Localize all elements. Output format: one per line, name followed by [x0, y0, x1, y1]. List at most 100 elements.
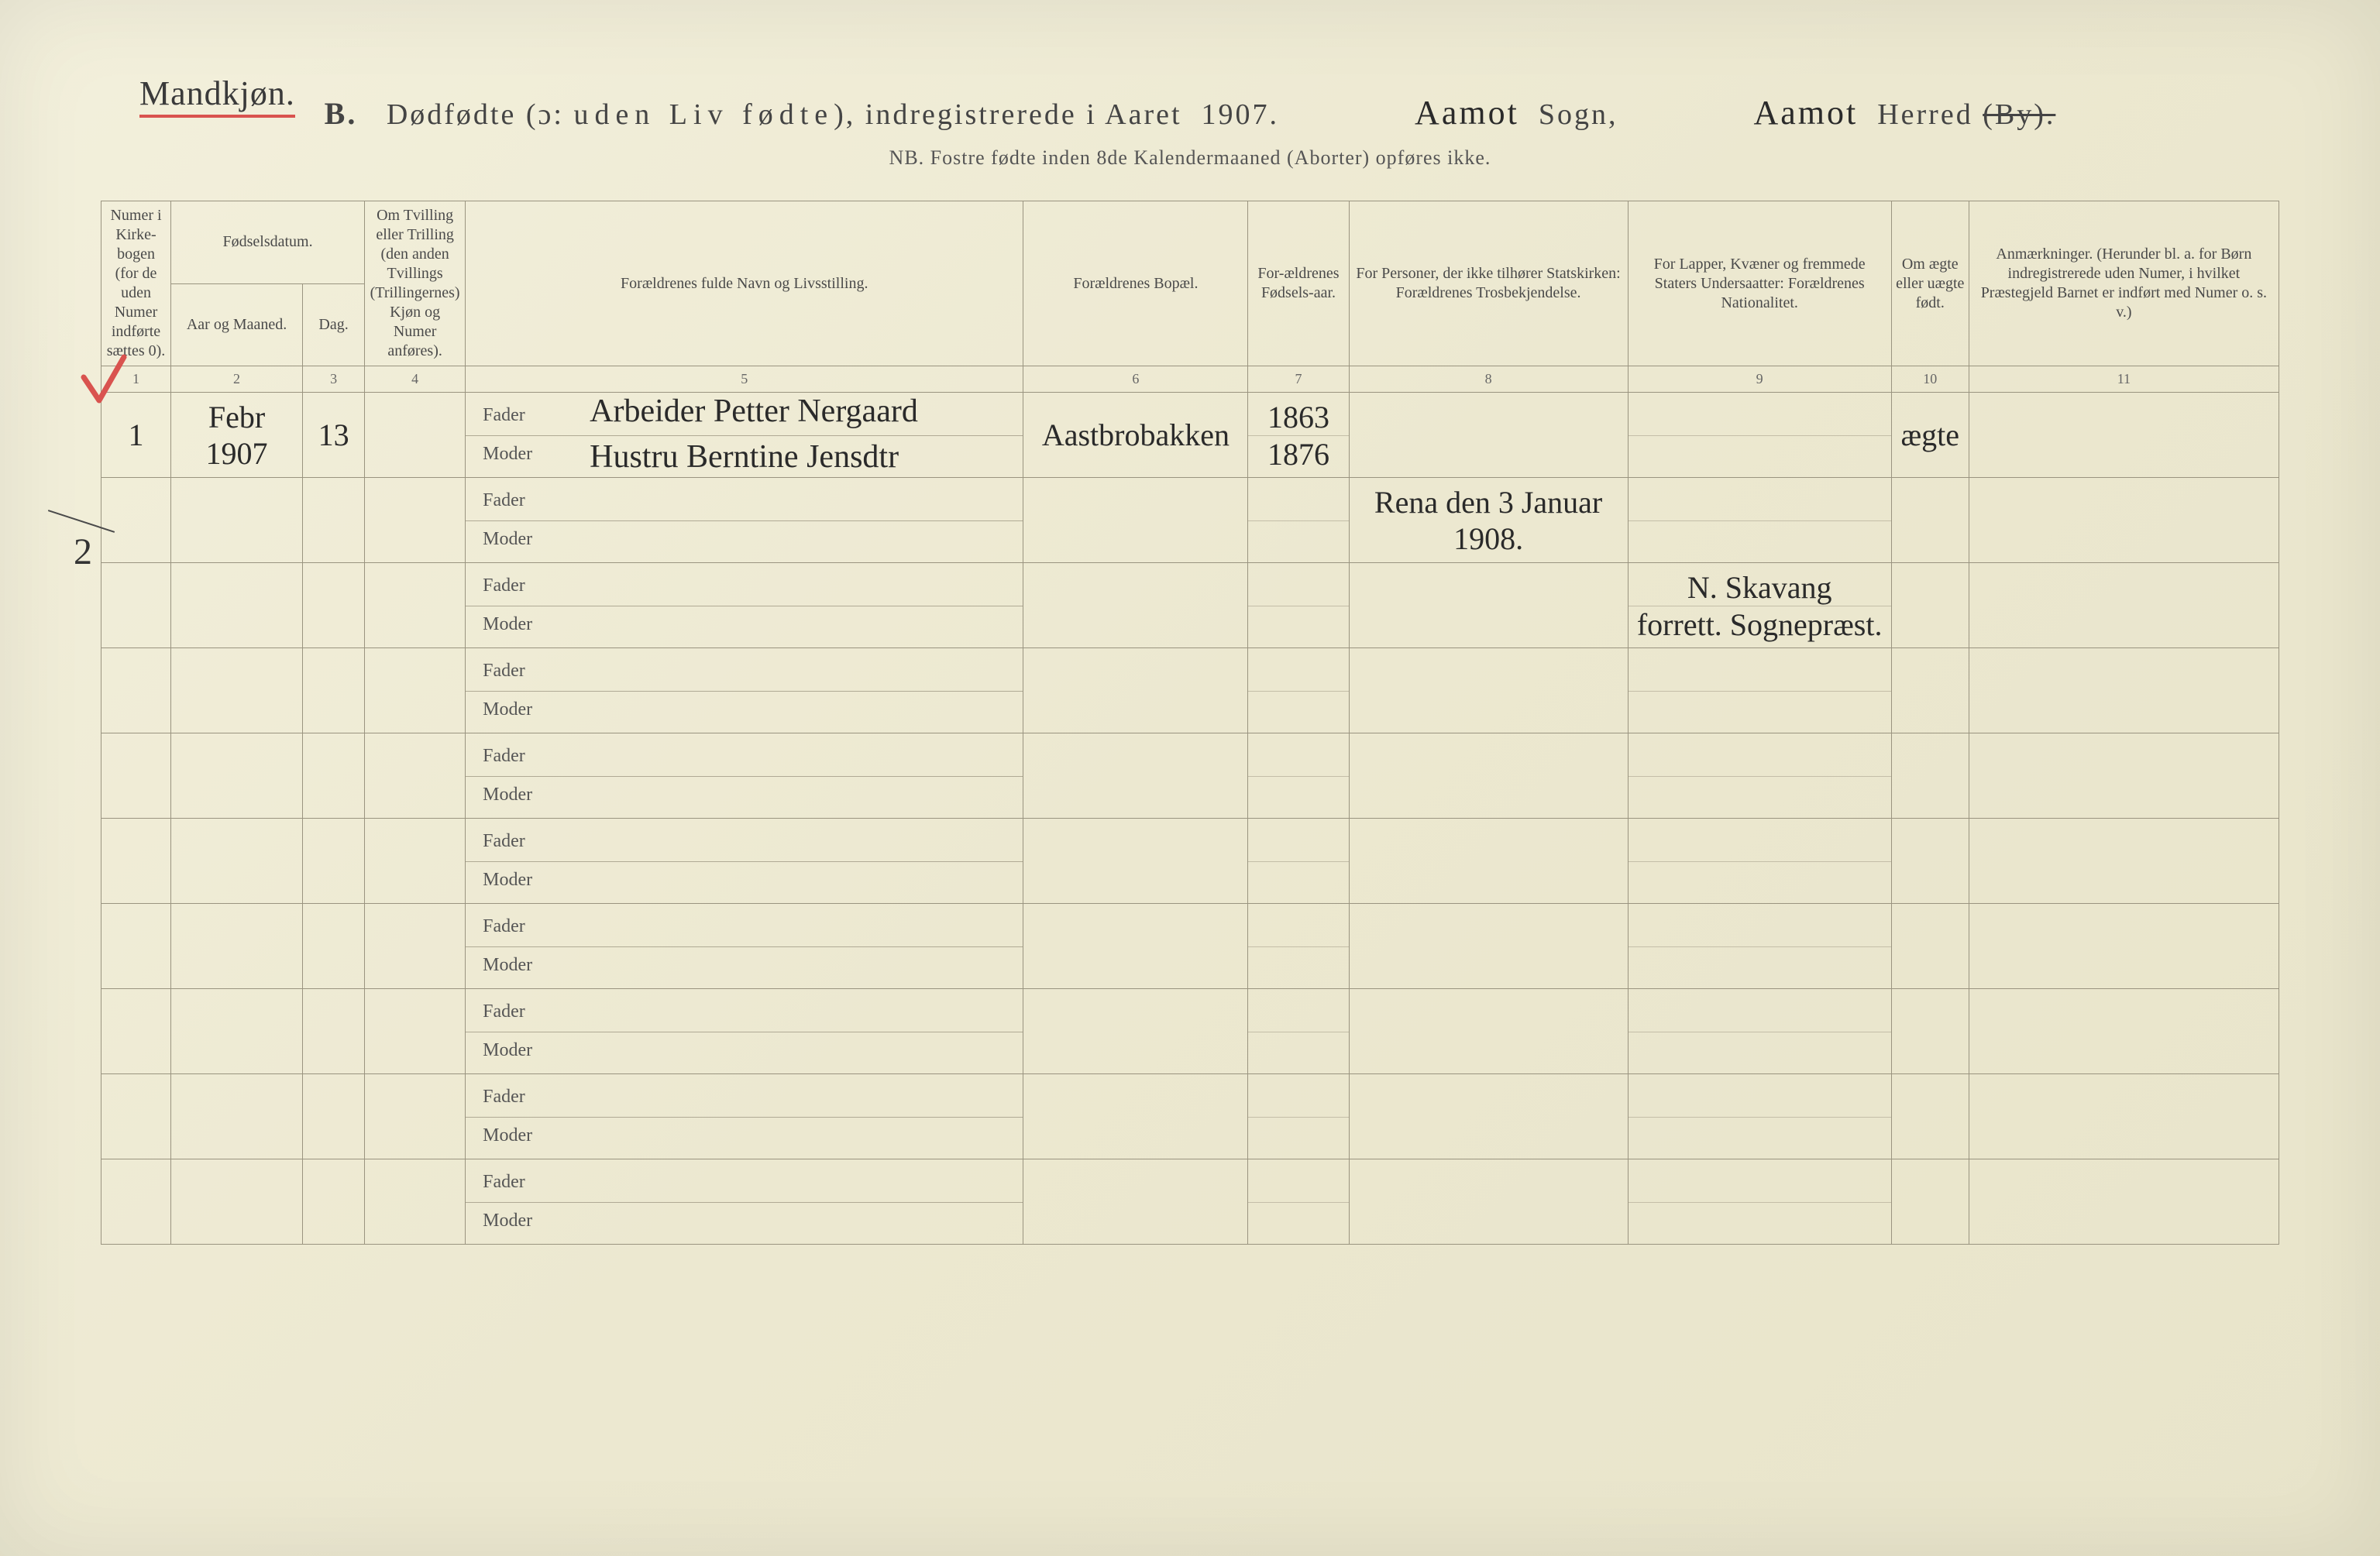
col-2-group-header: Fødselsdatum.	[171, 201, 365, 284]
colnum: 3	[303, 366, 365, 393]
cell	[303, 819, 365, 904]
cell	[365, 989, 466, 1074]
parents-cell: FaderModer	[466, 989, 1023, 1074]
years-cell	[1248, 989, 1349, 1074]
herred-struck: (By).	[1983, 98, 2055, 131]
col-5-header: Forældrenes fulde Navn og Livsstilling.	[466, 201, 1023, 366]
years-cell	[1248, 1074, 1349, 1159]
cell	[101, 648, 171, 733]
parents-cell: Fader Moder	[466, 733, 1023, 819]
margin-annotation: 2	[74, 531, 92, 573]
cell	[101, 478, 171, 563]
parents-cell: FaderModer	[466, 648, 1023, 733]
cell	[101, 904, 171, 989]
cell	[1891, 1159, 1969, 1245]
cell	[1969, 819, 2279, 904]
years-cell	[1248, 904, 1349, 989]
cell	[1891, 648, 1969, 733]
table-row: FaderModer	[101, 904, 2279, 989]
cell	[171, 478, 303, 563]
ledger-table: Numer i Kirke-bogen (for de uden Numer i…	[101, 201, 2279, 1245]
cell	[1891, 563, 1969, 648]
col-7-header: For-ældrenes Fødsels-aar.	[1248, 201, 1349, 366]
col-10-header: Om ægte eller uægte født.	[1891, 201, 1969, 366]
nationalitet-cell	[1628, 904, 1891, 989]
col-9-header: For Lapper, Kvæner og fremmede Staters U…	[1628, 201, 1891, 366]
herred-label: Herred	[1877, 98, 1972, 131]
moder-label: Moder	[483, 955, 532, 976]
cell	[1969, 1159, 2279, 1245]
cell	[1891, 904, 1969, 989]
cell	[101, 1074, 171, 1159]
colnum: 1	[101, 366, 171, 393]
year-moder: 1876	[1248, 436, 1348, 472]
cell	[1891, 478, 1969, 563]
cell	[1349, 648, 1628, 733]
moder-label: Moder	[483, 785, 532, 805]
colnum: 10	[1891, 366, 1969, 393]
fader-label: Fader	[483, 490, 525, 511]
moder-label: Moder	[483, 1040, 532, 1061]
moder-label: Moder	[483, 870, 532, 891]
title-spaced: uden Liv fødte	[573, 98, 834, 131]
colnum: 9	[1628, 366, 1891, 393]
cell	[1023, 819, 1248, 904]
fader-label: Fader	[483, 405, 525, 426]
table-row: FaderModer	[101, 1159, 2279, 1245]
cell	[171, 1074, 303, 1159]
colnum: 11	[1969, 366, 2279, 393]
cell	[1023, 1159, 1248, 1245]
cell	[303, 989, 365, 1074]
cell	[1023, 478, 1248, 563]
sogn-label: Sogn,	[1539, 98, 1618, 131]
cell	[1349, 563, 1628, 648]
cell	[171, 733, 303, 819]
table-row: FaderModer	[101, 1074, 2279, 1159]
parents-cell: FaderModer	[466, 478, 1023, 563]
cell	[365, 478, 466, 563]
cell	[1349, 393, 1628, 478]
fader-label: Fader	[483, 831, 525, 852]
years-cell: 18631876	[1248, 393, 1349, 478]
colnum: 5	[466, 366, 1023, 393]
fader-label: Fader	[483, 746, 525, 767]
ledger-page: Mandkjøn. 2 B. Dødfødte (ɔ: uden Liv fød…	[0, 0, 2380, 1556]
nationalitet-cell	[1628, 733, 1891, 819]
cell	[365, 1074, 466, 1159]
cell	[1969, 904, 2279, 989]
cell: Febr 1907	[171, 393, 303, 478]
cell	[101, 733, 171, 819]
table-header: Numer i Kirke-bogen (for de uden Numer i…	[101, 201, 2279, 393]
nationalitet-cell	[1628, 393, 1891, 478]
cell: Aastbrobakken	[1023, 393, 1248, 478]
cell	[1349, 733, 1628, 819]
cell	[365, 904, 466, 989]
sogn-value: Aamot	[1415, 94, 1519, 132]
fader-label: Fader	[483, 1172, 525, 1193]
cell	[101, 1159, 171, 1245]
fader-label: Fader	[483, 1087, 525, 1108]
nationalitet-cell	[1628, 1074, 1891, 1159]
years-cell	[1248, 478, 1349, 563]
herred-value: Aamot	[1753, 94, 1858, 132]
cell	[365, 1159, 466, 1245]
fader-label: Fader	[483, 575, 525, 596]
cell	[171, 904, 303, 989]
cell	[1023, 733, 1248, 819]
years-cell	[1248, 1159, 1349, 1245]
cell	[1349, 819, 1628, 904]
col-2b-header: Dag.	[303, 283, 365, 366]
page-title: B. Dødfødte (ɔ: uden Liv fødte), indregi…	[101, 93, 2279, 132]
cell	[1023, 563, 1248, 648]
cell: 1	[101, 393, 171, 478]
table-row: Fader Moder	[101, 733, 2279, 819]
cell	[171, 648, 303, 733]
cell	[1969, 563, 2279, 648]
cell	[365, 733, 466, 819]
cell	[1969, 478, 2279, 563]
fader-label: Fader	[483, 661, 525, 682]
cell: ægte	[1891, 393, 1969, 478]
cell	[303, 478, 365, 563]
cell	[1891, 733, 1969, 819]
parents-cell: FaderModer	[466, 1074, 1023, 1159]
